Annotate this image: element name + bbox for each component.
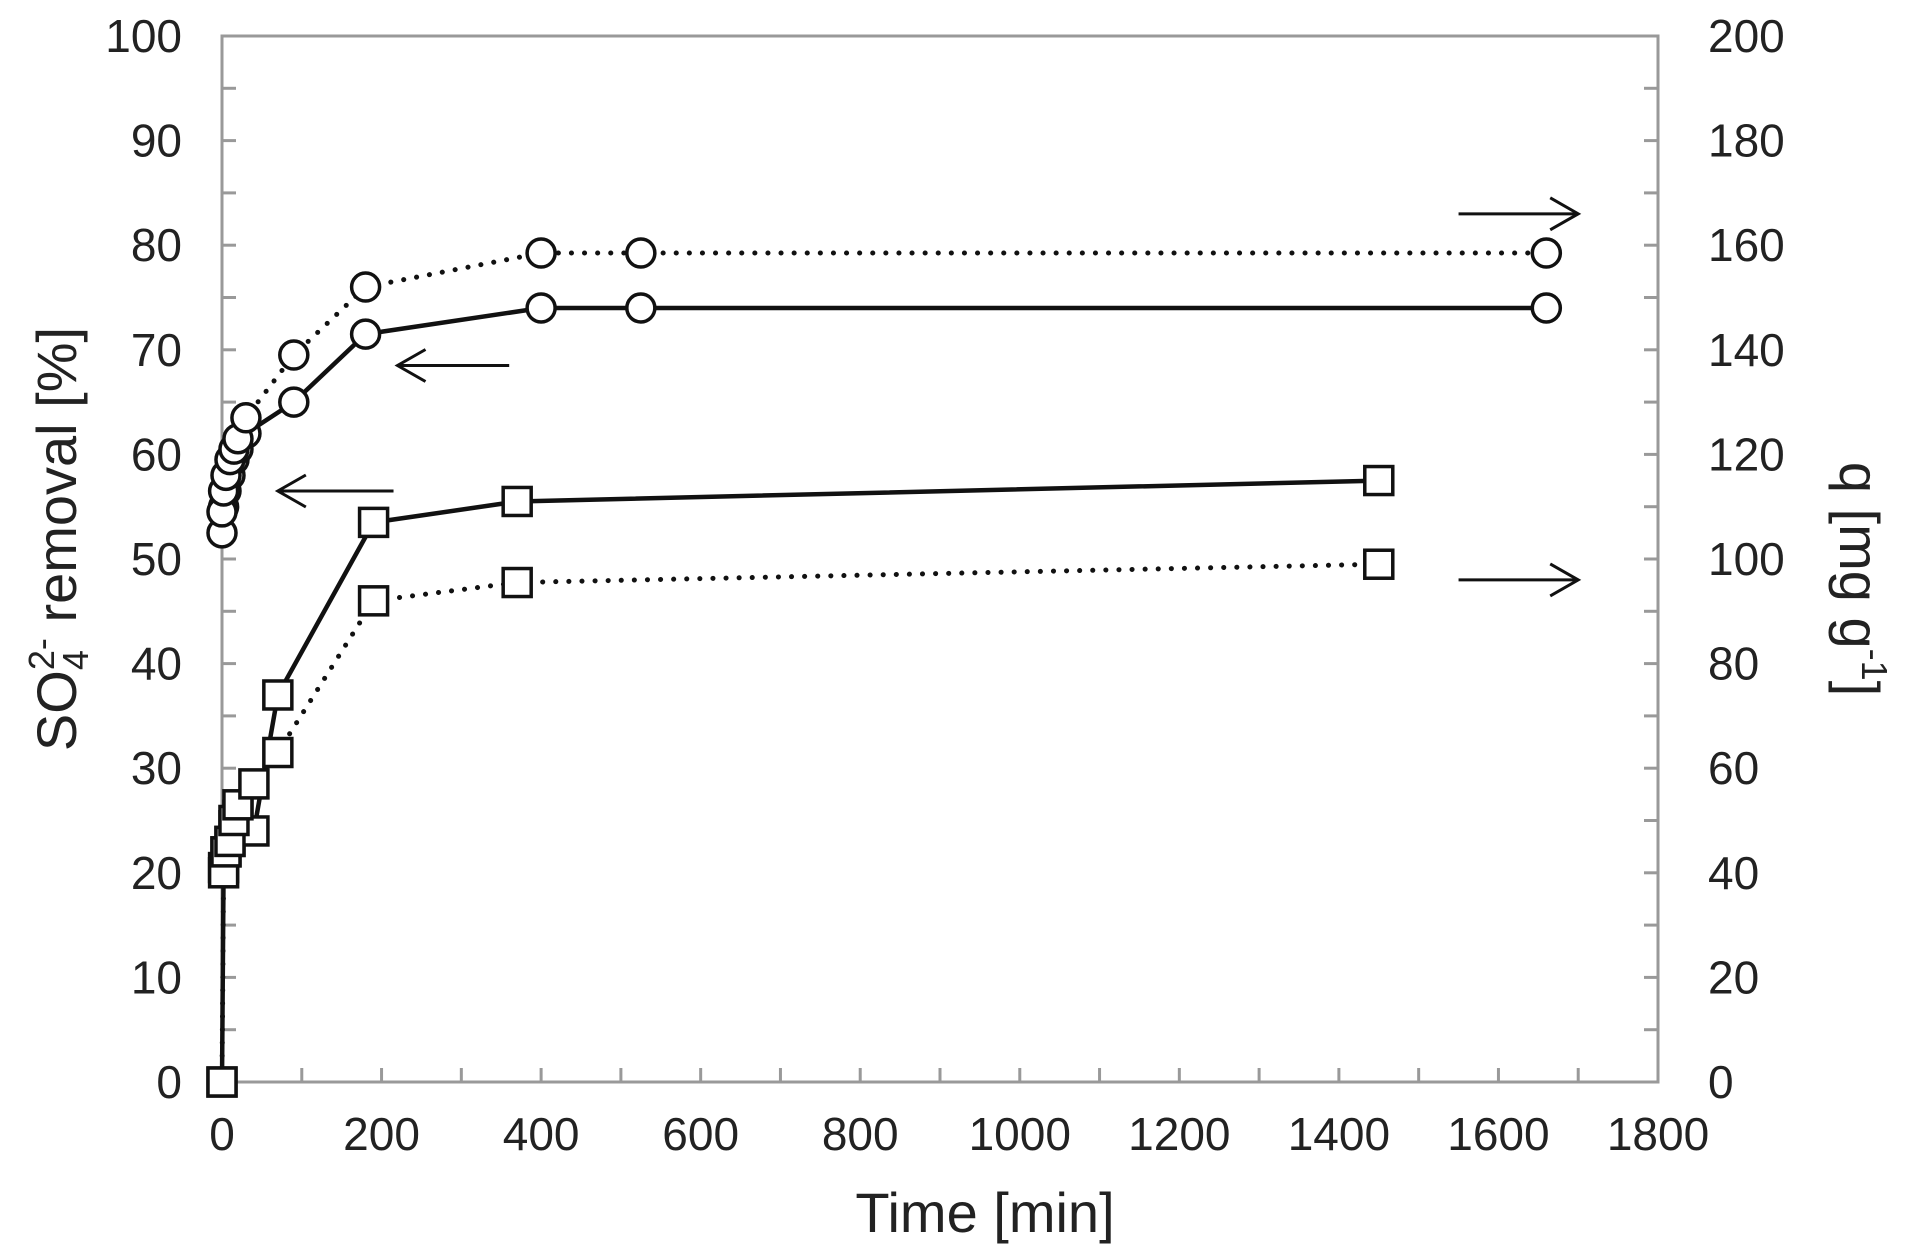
y-right-tick-label: 40 — [1708, 847, 1759, 899]
x-tick-label: 1800 — [1607, 1108, 1709, 1160]
y-right-tick-label: 120 — [1708, 428, 1785, 480]
y-right-axis-title: q [mg g-1] — [1828, 462, 1895, 696]
y-left-tick-label: 90 — [131, 115, 182, 167]
series-line — [219, 305, 1549, 536]
y-left-tick-label: 0 — [156, 1056, 182, 1108]
y-right-tick-label: 80 — [1708, 638, 1759, 690]
arrow-right-icon — [1549, 562, 1582, 598]
series-line — [219, 250, 1549, 515]
data-point-square — [262, 736, 294, 769]
y-right-tick-label: 0 — [1708, 1056, 1734, 1108]
y-right-tick-label: 60 — [1708, 742, 1759, 794]
data-point-circle — [278, 339, 310, 371]
text-layer: 0 200 400 600 800 1000 1200 1400 1600 18000102030… — [21, 10, 1895, 1244]
y-left-tick-label: 70 — [131, 324, 182, 376]
data-point-circle — [625, 292, 657, 324]
x-tick-label: 1000 — [969, 1108, 1071, 1160]
data-point-square — [238, 768, 270, 800]
y-left-tick-label: 80 — [131, 219, 182, 271]
x-tick-label: 1200 — [1128, 1108, 1230, 1160]
y-right-tick-label: 180 — [1708, 115, 1785, 167]
data-point-circle — [349, 318, 382, 350]
data-point-circle — [230, 402, 262, 434]
data-point-circle — [1530, 292, 1563, 324]
axes-layer — [220, 34, 1660, 1084]
y-left-tick-label: 20 — [131, 847, 182, 899]
y-right-tick-label: 20 — [1708, 951, 1759, 1003]
y-left-tick-label: 10 — [131, 951, 182, 1003]
y-left-tick-label: 30 — [131, 742, 182, 794]
series-line — [219, 561, 1382, 1085]
data-point-square — [262, 679, 294, 711]
x-tick-label: 200 — [343, 1108, 420, 1160]
x-tick-label: 1400 — [1288, 1108, 1390, 1160]
plot-frame — [220, 34, 1660, 1084]
data-point-circle — [525, 237, 557, 269]
x-tick-label: 400 — [503, 1108, 580, 1160]
data-point-square — [1363, 464, 1395, 497]
arrow-left-icon — [274, 473, 307, 509]
data-point-circle — [349, 271, 382, 303]
data-point-circle — [1530, 237, 1563, 269]
y-left-axis-title: SO42- removal [%] — [21, 327, 96, 751]
data-point-square — [1363, 548, 1395, 580]
data-point-square — [357, 585, 390, 617]
arrow-left-icon — [394, 348, 427, 383]
y-left-tick-label: 60 — [131, 428, 182, 480]
x-tick-label: 800 — [822, 1108, 899, 1160]
x-tick-label: 1600 — [1447, 1108, 1549, 1160]
y-left-tick-label: 50 — [131, 533, 182, 585]
x-tick-label: 0 — [209, 1108, 235, 1160]
data-point-circle — [278, 386, 310, 418]
arrow-right-icon — [1549, 196, 1582, 232]
y-right-tick-label: 160 — [1708, 219, 1785, 271]
y-right-tick-label: 200 — [1708, 10, 1785, 62]
x-axis-title: Time [min] — [855, 1181, 1114, 1244]
markers-layer — [206, 237, 1563, 1098]
y-right-tick-label: 140 — [1708, 324, 1785, 376]
y-left-tick-label: 100 — [105, 10, 182, 62]
data-point-square — [357, 506, 390, 539]
arrows-layer — [274, 196, 1582, 598]
data-point-circle — [625, 237, 657, 269]
y-left-tick-label: 40 — [131, 638, 182, 690]
data-point-circle — [525, 292, 557, 324]
y-right-tick-label: 100 — [1708, 533, 1785, 585]
data-point-square — [501, 485, 533, 518]
series-line — [219, 478, 1382, 1085]
data-point-square — [501, 566, 533, 599]
data-point-square — [206, 1066, 238, 1098]
x-tick-label: 600 — [662, 1108, 739, 1160]
